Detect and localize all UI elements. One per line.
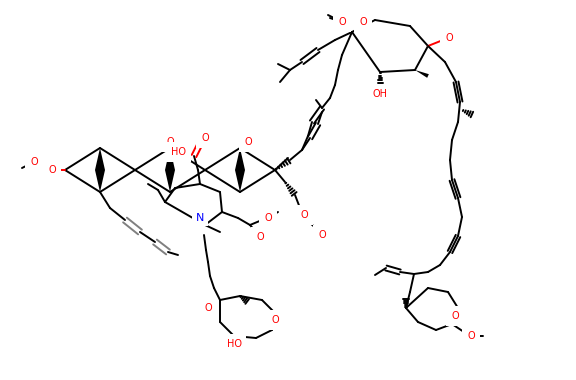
- Text: O: O: [318, 230, 326, 240]
- Polygon shape: [165, 170, 175, 192]
- Polygon shape: [165, 148, 175, 170]
- Text: OH: OH: [373, 89, 388, 99]
- Text: O: O: [271, 315, 279, 325]
- Text: O: O: [244, 137, 252, 147]
- Text: O: O: [166, 137, 174, 147]
- Text: O: O: [467, 331, 475, 341]
- Text: O: O: [338, 17, 346, 27]
- Text: O: O: [445, 33, 453, 43]
- Text: HO: HO: [226, 339, 241, 349]
- Text: O: O: [264, 213, 272, 223]
- Text: O: O: [256, 232, 264, 242]
- Text: O: O: [201, 133, 209, 143]
- Polygon shape: [235, 170, 245, 192]
- Text: O: O: [30, 157, 38, 167]
- Text: O: O: [204, 303, 212, 313]
- Text: O: O: [300, 210, 308, 220]
- Polygon shape: [235, 148, 245, 170]
- Text: O: O: [48, 165, 56, 175]
- Polygon shape: [415, 70, 429, 78]
- Polygon shape: [227, 336, 234, 342]
- Polygon shape: [95, 170, 105, 192]
- Text: N: N: [196, 213, 204, 223]
- Text: O: O: [359, 17, 367, 27]
- Text: HO: HO: [171, 147, 186, 157]
- Text: O: O: [451, 311, 459, 321]
- Polygon shape: [95, 148, 105, 170]
